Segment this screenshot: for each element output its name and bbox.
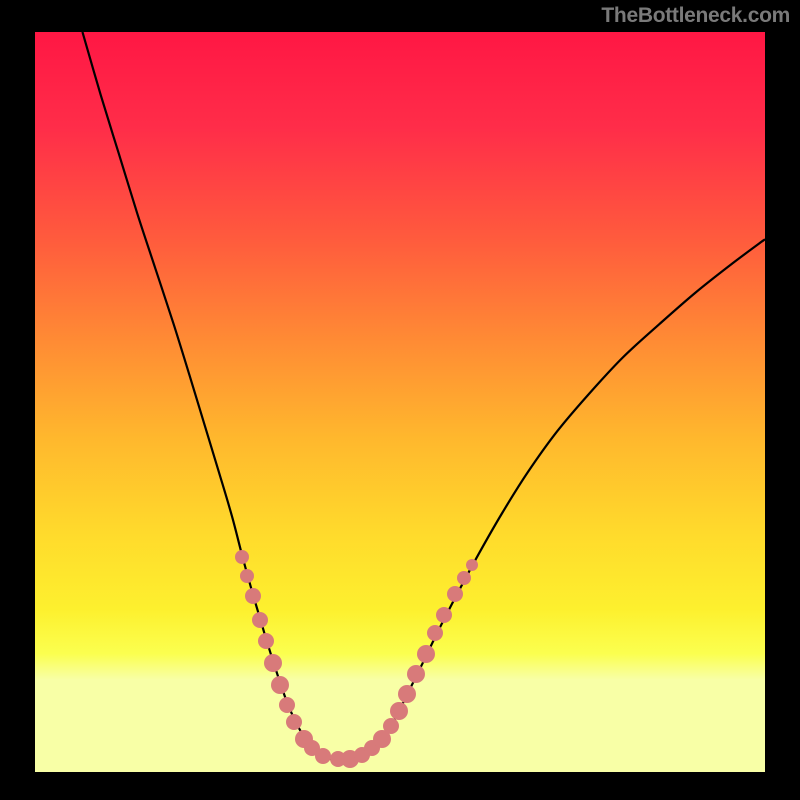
data-marker — [390, 702, 408, 720]
data-marker — [245, 588, 261, 604]
data-marker — [252, 612, 268, 628]
data-marker — [427, 625, 443, 641]
data-marker — [457, 571, 471, 585]
data-marker — [436, 607, 452, 623]
data-marker — [279, 697, 295, 713]
data-marker — [383, 718, 399, 734]
data-marker — [447, 586, 463, 602]
data-marker — [466, 559, 478, 571]
data-marker — [235, 550, 249, 564]
data-marker — [271, 676, 289, 694]
watermark-text: TheBottleneck.com — [601, 4, 790, 28]
data-marker — [407, 665, 425, 683]
data-marker — [398, 685, 416, 703]
data-marker — [264, 654, 282, 672]
data-marker — [258, 633, 274, 649]
chart-container: TheBottleneck.com — [0, 0, 800, 800]
data-marker — [286, 714, 302, 730]
data-marker — [240, 569, 254, 583]
plot-area — [35, 32, 765, 772]
data-marker — [315, 748, 331, 764]
curve-svg — [35, 32, 765, 772]
data-marker — [417, 645, 435, 663]
